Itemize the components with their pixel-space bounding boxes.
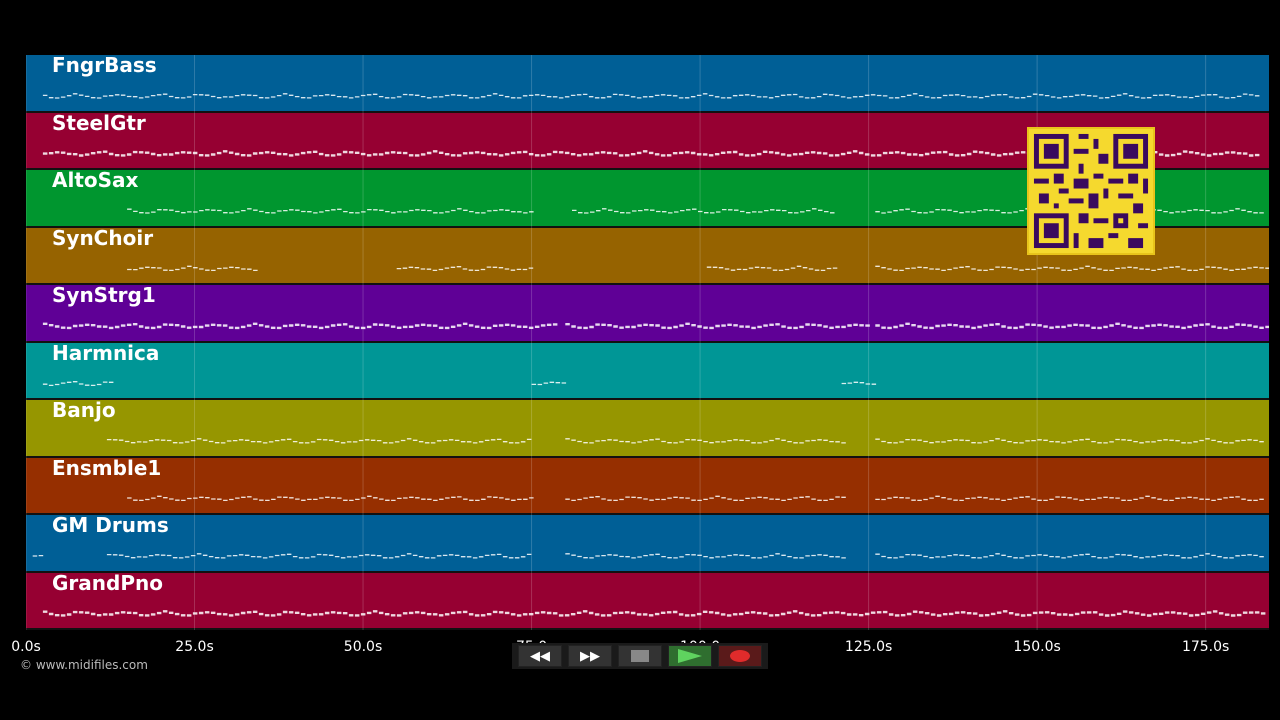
time-tick-label: 50.0s xyxy=(343,639,383,655)
record-icon xyxy=(730,650,750,662)
track-label: Ensmble1 xyxy=(52,455,162,480)
time-tick-label: 25.0s xyxy=(175,639,214,655)
rewind-icon: ◀◀ xyxy=(530,648,550,664)
record-button[interactable] xyxy=(718,645,762,667)
track-lane: GrandPno xyxy=(26,570,1269,630)
time-tick-label: 175.0s xyxy=(1181,639,1230,655)
time-tick-label: 0.0s xyxy=(11,639,41,655)
track-label: SynChoir xyxy=(52,225,154,250)
track-lane: Harmnica xyxy=(26,340,1269,400)
fast-forward-icon: ▶▶ xyxy=(580,648,600,664)
track-label: Harmnica xyxy=(52,340,160,365)
track-lane: GM Drums xyxy=(26,513,1269,573)
track-label: SteelGtr xyxy=(52,110,146,135)
copyright-text: © www.midifiles.com xyxy=(20,658,148,672)
track-lane: Ensmble1 xyxy=(26,455,1269,515)
stop-button[interactable] xyxy=(618,645,662,667)
track-lane: SynStrg1 xyxy=(26,283,1269,343)
track-label: FngrBass xyxy=(52,53,157,77)
track-lane: FngrBass xyxy=(26,53,1269,113)
time-tick-label: 150.0s xyxy=(1013,639,1061,655)
fast-forward-button[interactable]: ▶▶ xyxy=(568,645,612,667)
stop-icon xyxy=(631,650,649,662)
transport-bar: ◀◀ ▶▶ xyxy=(512,643,768,669)
rewind-button[interactable]: ◀◀ xyxy=(518,645,562,667)
track-label: GM Drums xyxy=(52,513,169,537)
track-label: AltoSax xyxy=(52,168,139,192)
play-icon xyxy=(678,649,702,663)
play-button[interactable] xyxy=(668,645,712,667)
time-tick-label: 125.0s xyxy=(844,639,893,655)
qr-code-icon xyxy=(1027,127,1155,255)
track-lane: Banjo xyxy=(26,398,1269,458)
qr-pattern xyxy=(1033,133,1149,249)
track-label: SynStrg1 xyxy=(52,283,156,307)
track-label: Banjo xyxy=(52,398,116,422)
track-label: GrandPno xyxy=(52,570,163,595)
